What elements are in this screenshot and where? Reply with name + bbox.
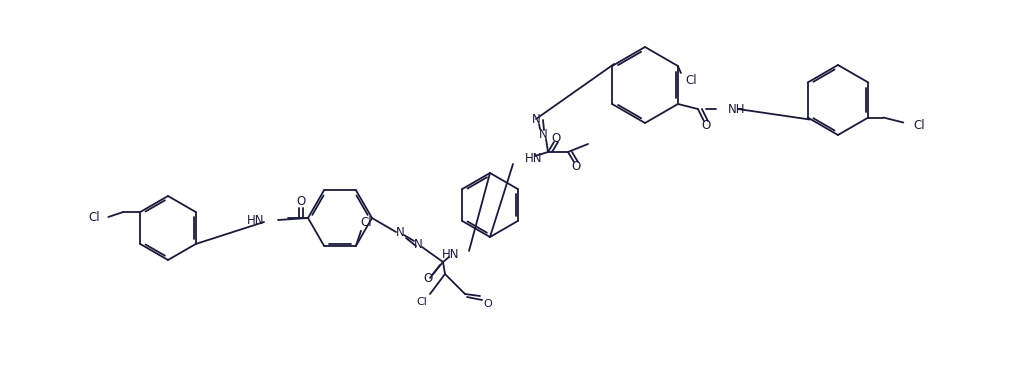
Text: N: N: [538, 128, 547, 141]
Text: Cl: Cl: [360, 216, 371, 229]
Text: O: O: [484, 299, 492, 309]
Text: O: O: [423, 272, 432, 285]
Text: Cl: Cl: [685, 74, 697, 87]
Text: Cl: Cl: [417, 297, 427, 307]
Text: Cl: Cl: [88, 211, 100, 224]
Text: N: N: [414, 237, 422, 250]
Text: Cl: Cl: [914, 119, 925, 132]
Text: N: N: [395, 225, 404, 238]
Text: HN: HN: [525, 151, 542, 164]
Text: O: O: [702, 119, 711, 131]
Text: O: O: [296, 195, 306, 208]
Text: NH: NH: [728, 103, 745, 115]
Text: HN: HN: [247, 214, 264, 227]
Text: O: O: [552, 131, 561, 144]
Text: N: N: [532, 112, 540, 125]
Text: O: O: [571, 160, 580, 173]
Text: HN: HN: [441, 248, 459, 262]
